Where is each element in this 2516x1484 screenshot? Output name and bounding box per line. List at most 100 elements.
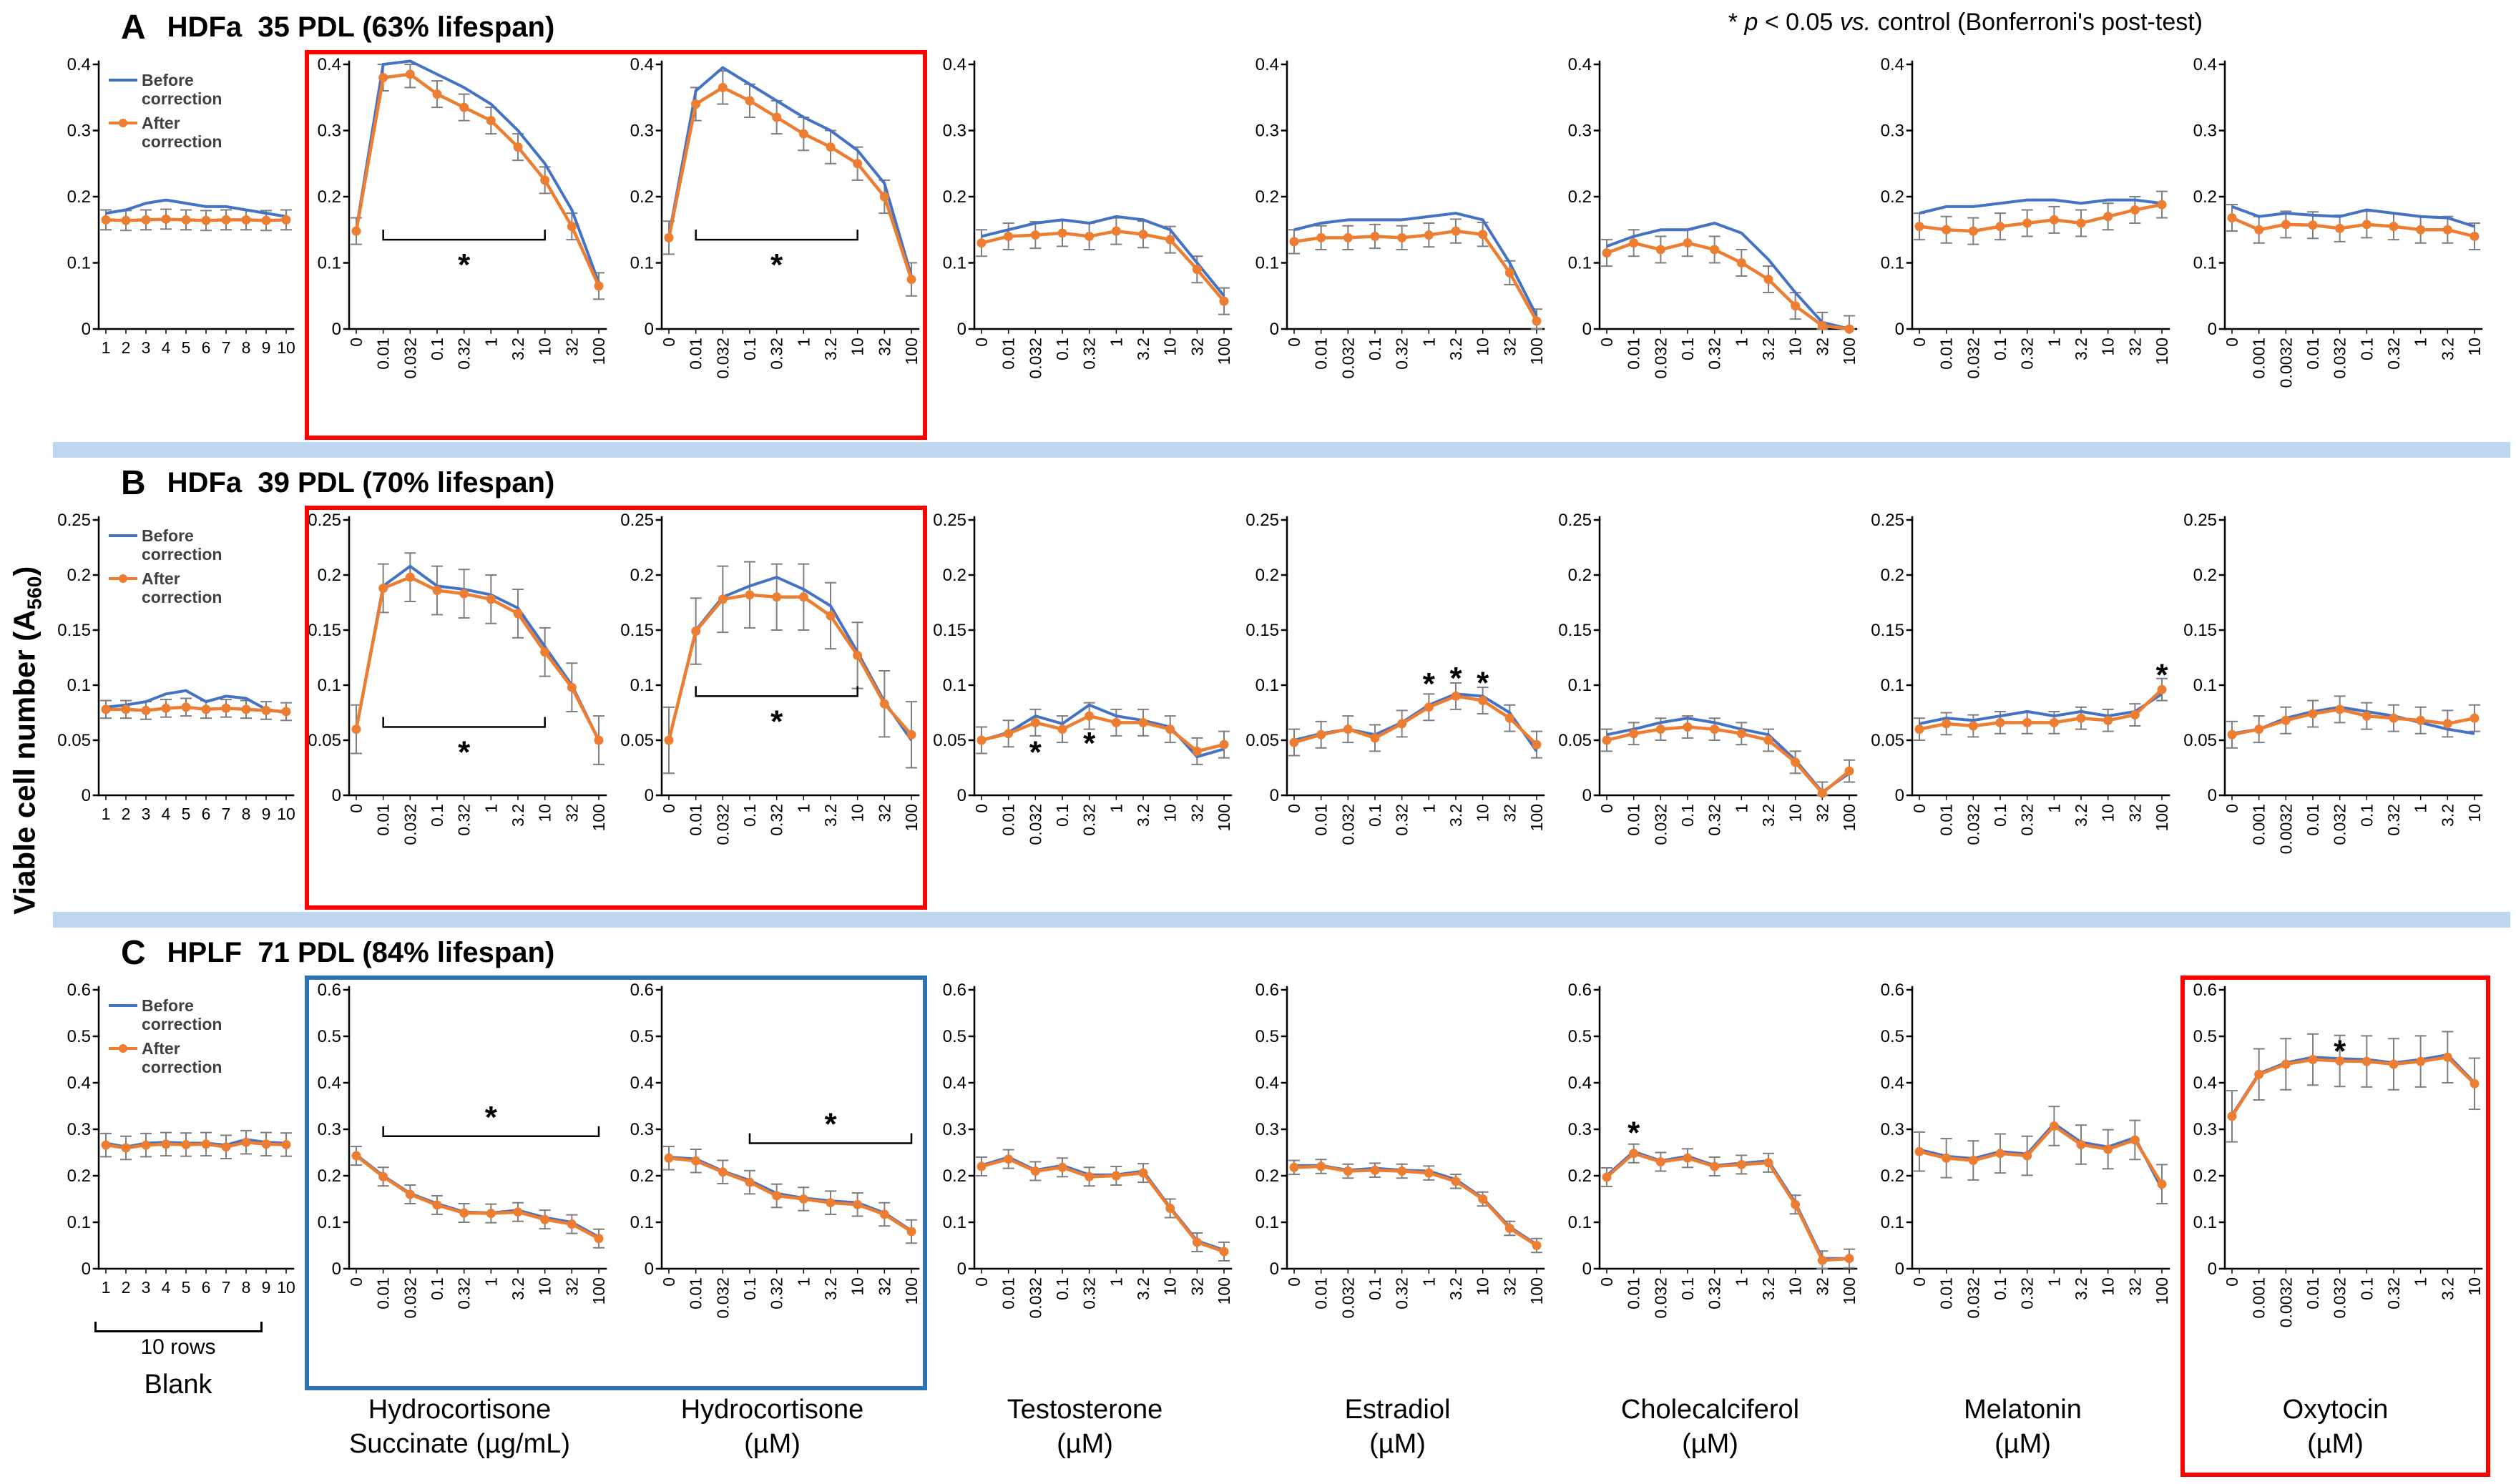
svg-text:10: 10 xyxy=(1786,338,1805,356)
svg-text:0.1: 0.1 xyxy=(2193,1213,2217,1232)
chart-panel-C-estradiol: 0 0.1 0.2 0.3 0.4 0.5 0.6 0 0.01 0.032 0.1 0.32 1 3.2… xyxy=(1241,976,1554,1390)
chart-svg-A-blank: 00.10.20.30.41 2 3 4 5 6 7 8 9 10Beforecorrection… xyxy=(67,55,295,357)
svg-text:0: 0 xyxy=(957,320,966,339)
svg-text:3.2: 3.2 xyxy=(2072,338,2090,360)
svg-text:0.0032: 0.0032 xyxy=(2276,804,2295,854)
chart-panel-B-cholecalciferol: 0 0.05 0.1 0.15 0.2 0.25 0 0.01 0.032 0.1 0.32 1 3.2… xyxy=(1554,506,1866,910)
svg-text:1: 1 xyxy=(1732,804,1751,813)
svg-text:0: 0 xyxy=(645,786,654,805)
row-divider-2 xyxy=(53,912,2510,928)
svg-text:0: 0 xyxy=(957,786,966,805)
svg-text:32: 32 xyxy=(562,804,581,822)
svg-text:0: 0 xyxy=(1270,786,1279,805)
svg-text:3.2: 3.2 xyxy=(821,1277,840,1300)
svg-text:1: 1 xyxy=(102,1278,111,1297)
chart-svg-B-oxytocin: 0 0.05 0.1 0.15 0.2 0.25 0 0.001 0.0032 0.01 0.032… xyxy=(2183,511,2484,854)
svg-text:correction: correction xyxy=(142,132,222,151)
svg-text:0.2: 0.2 xyxy=(2193,1166,2217,1186)
chart-svg-B-cholecalciferol: 0 0.05 0.1 0.15 0.2 0.25 0 0.01 0.032 0.1 0.32 1 3.2… xyxy=(1558,511,1859,845)
chart-panel-B-testosterone: 0 0.05 0.1 0.15 0.2 0.25 0 0.01 0.032 0.1 0.32 1 3.2… xyxy=(929,506,1241,910)
svg-text:0.01: 0.01 xyxy=(1937,1277,1956,1309)
svg-text:1: 1 xyxy=(2412,1277,2430,1287)
svg-text:0.01: 0.01 xyxy=(2304,1277,2322,1309)
svg-text:100: 100 xyxy=(1527,804,1546,831)
svg-text:0.1: 0.1 xyxy=(740,338,759,360)
svg-text:4: 4 xyxy=(162,338,171,357)
svg-text:10: 10 xyxy=(536,1277,554,1296)
svg-text:0: 0 xyxy=(1597,338,1616,347)
svg-text:0.2: 0.2 xyxy=(943,1166,966,1186)
svg-text:0.25: 0.25 xyxy=(620,511,654,530)
svg-text:2: 2 xyxy=(122,1278,131,1297)
chart-panel-C-oxytocin: 0 0.1 0.2 0.3 0.4 0.5 0.6 0 0.001 0.0032 0.01 0.032… xyxy=(2179,976,2492,1390)
column-label-testosterone: Testosterone (µM) xyxy=(1007,1395,1163,1459)
svg-text:0.25: 0.25 xyxy=(308,511,341,530)
svg-text:Before: Before xyxy=(142,71,194,89)
chart-svg-C-hydrocortisone: 0 0.1 0.2 0.3 0.4 0.5 0.6 0 0.01 0.032 0.1 0.32 1 3.2… xyxy=(630,981,921,1319)
svg-text:0.05: 0.05 xyxy=(933,731,966,750)
svg-text:0.2: 0.2 xyxy=(1255,187,1279,207)
svg-text:0.032: 0.032 xyxy=(401,804,419,845)
svg-text:0.2: 0.2 xyxy=(67,566,91,585)
svg-text:0.3: 0.3 xyxy=(318,1120,341,1139)
svg-text:0.3: 0.3 xyxy=(630,1120,654,1139)
svg-text:0.1: 0.1 xyxy=(740,1277,759,1300)
svg-text:3.2: 3.2 xyxy=(2438,1277,2457,1300)
svg-text:0.032: 0.032 xyxy=(1338,804,1357,845)
svg-text:32: 32 xyxy=(875,804,894,822)
svg-text:1: 1 xyxy=(1732,338,1751,347)
chart-panel-A-blank: 0 0.1 0.2 0.3 0.4 1 2 3 4 5 6 7 8 9 10 Before correction… xyxy=(53,50,303,440)
svg-text:0.1: 0.1 xyxy=(1568,254,1592,273)
svg-text:0.05: 0.05 xyxy=(1871,731,1904,750)
svg-text:0.1: 0.1 xyxy=(1568,676,1592,695)
chart-panel-A-oxytocin: 0 0.1 0.2 0.3 0.4 0 0.001 0.0032 0.01 0.032 0.1 0.3… xyxy=(2179,50,2492,440)
svg-text:4: 4 xyxy=(162,805,171,823)
svg-text:10: 10 xyxy=(2465,1277,2484,1296)
svg-text:3.2: 3.2 xyxy=(509,338,527,360)
svg-text:0.2: 0.2 xyxy=(1568,566,1592,585)
chart-svg-A-testosterone: 0 0.1 0.2 0.3 0.4 0 0.01 0.032 0.1 0.32 1 3.2 10 32 10… xyxy=(943,55,1233,379)
svg-text:0.25: 0.25 xyxy=(1871,511,1904,530)
svg-text:5: 5 xyxy=(182,338,191,357)
svg-text:0.05: 0.05 xyxy=(57,731,91,750)
svg-text:0: 0 xyxy=(972,804,991,813)
svg-text:0.4: 0.4 xyxy=(1568,1073,1592,1093)
svg-text:0.2: 0.2 xyxy=(318,187,341,207)
svg-text:3.2: 3.2 xyxy=(1447,804,1465,827)
svg-text:32: 32 xyxy=(1188,804,1206,822)
svg-text:*: * xyxy=(485,1100,498,1135)
svg-text:100: 100 xyxy=(1527,1277,1546,1304)
svg-text:*: * xyxy=(1083,726,1096,761)
svg-text:7: 7 xyxy=(222,1278,231,1297)
svg-text:0: 0 xyxy=(660,1277,678,1287)
svg-text:3: 3 xyxy=(142,338,151,357)
svg-text:0.1: 0.1 xyxy=(1366,338,1384,360)
svg-text:0.1: 0.1 xyxy=(428,804,446,827)
svg-text:5: 5 xyxy=(182,1278,191,1297)
svg-text:0.15: 0.15 xyxy=(2183,621,2217,640)
svg-text:0.1: 0.1 xyxy=(1255,676,1279,695)
svg-text:100: 100 xyxy=(902,804,921,831)
svg-text:10: 10 xyxy=(848,1277,867,1296)
svg-text:0.05: 0.05 xyxy=(1558,731,1592,750)
svg-text:0.2: 0.2 xyxy=(1881,566,1904,585)
svg-text:0.1: 0.1 xyxy=(1991,804,2010,827)
svg-text:0: 0 xyxy=(957,1259,966,1279)
svg-text:0.001: 0.001 xyxy=(2250,338,2268,379)
svg-text:0.32: 0.32 xyxy=(1393,338,1411,370)
chart-panel-A-melatonin: 0 0.1 0.2 0.3 0.4 0 0.01 0.032 0.1 0.32 1 3.2 10 32 10… xyxy=(1866,50,2179,440)
svg-text:1: 1 xyxy=(2045,338,2063,347)
column-label-blank: 10 rows Blank xyxy=(53,1319,303,1402)
svg-text:0.032: 0.032 xyxy=(713,1277,732,1319)
svg-text:0.032: 0.032 xyxy=(1338,1277,1357,1319)
svg-text:6: 6 xyxy=(202,1278,211,1297)
svg-text:0.32: 0.32 xyxy=(1393,1277,1411,1309)
svg-text:correction: correction xyxy=(142,1058,222,1076)
chart-svg-C-hydrocortisone-succinate: 0 0.1 0.2 0.3 0.4 0.5 0.6 0 0.01 0.032 0.1 0.32 1 3.2… xyxy=(318,981,608,1319)
svg-text:0.032: 0.032 xyxy=(2331,1277,2349,1319)
svg-text:8: 8 xyxy=(242,805,251,823)
svg-text:3.2: 3.2 xyxy=(821,804,840,827)
svg-text:10: 10 xyxy=(1474,338,1492,356)
svg-text:0.2: 0.2 xyxy=(2193,187,2217,207)
svg-text:0.001: 0.001 xyxy=(2250,804,2268,845)
